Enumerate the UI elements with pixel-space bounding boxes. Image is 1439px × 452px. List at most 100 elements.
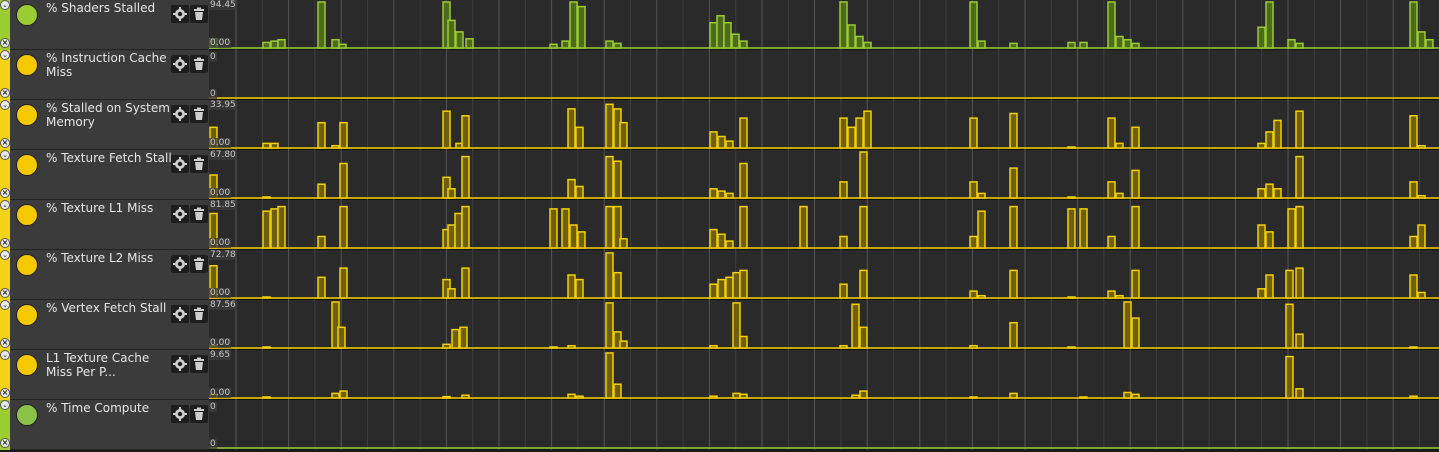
gear-icon xyxy=(173,407,187,421)
series-bar xyxy=(331,144,340,149)
series-bar xyxy=(1295,267,1304,299)
settings-button[interactable] xyxy=(171,255,189,273)
counter-graph[interactable]: 87.56 0.00 xyxy=(209,300,1439,350)
delete-button[interactable] xyxy=(190,305,208,323)
series-bar xyxy=(339,390,348,399)
counter-graph[interactable]: 33.95 0.00 xyxy=(209,100,1439,150)
counter-graph[interactable]: 67.80 0.00 xyxy=(209,150,1439,200)
series-bar xyxy=(1131,205,1140,249)
remove-icon[interactable]: × xyxy=(0,288,10,298)
counter-color-dot[interactable] xyxy=(16,204,38,226)
series-bar xyxy=(442,176,451,199)
series-bar xyxy=(1417,144,1426,149)
series-bar xyxy=(1295,333,1304,349)
series-bar xyxy=(1115,192,1124,199)
graph-plot xyxy=(209,50,1439,100)
delete-button[interactable] xyxy=(190,105,208,123)
collapse-icon[interactable]: ⌄ xyxy=(0,50,10,60)
counter-color-dot[interactable] xyxy=(16,254,38,276)
series-bar xyxy=(337,326,346,349)
delete-button[interactable] xyxy=(190,255,208,273)
graph-max-label: 0 xyxy=(209,52,217,62)
counter-graph[interactable]: 0 0 xyxy=(209,400,1439,450)
settings-button[interactable] xyxy=(171,5,189,23)
series-bar xyxy=(605,252,614,299)
graph-plot xyxy=(209,100,1439,150)
collapse-icon[interactable]: ⌄ xyxy=(0,350,10,360)
series-bar xyxy=(1409,395,1418,399)
counter-graph[interactable]: 9.65 0.00 xyxy=(209,350,1439,400)
counter-color-dot[interactable] xyxy=(16,404,38,426)
series-bar xyxy=(613,160,622,199)
graph-plot xyxy=(209,350,1439,400)
series-bar xyxy=(339,205,348,249)
delete-button[interactable] xyxy=(190,155,208,173)
series-bar xyxy=(732,302,741,349)
delete-button[interactable] xyxy=(190,205,208,223)
remove-icon[interactable]: × xyxy=(0,138,10,148)
settings-button[interactable] xyxy=(171,405,189,423)
settings-button[interactable] xyxy=(171,105,189,123)
remove-icon[interactable]: × xyxy=(0,238,10,248)
counter-color-dot[interactable] xyxy=(16,104,38,126)
series-bar xyxy=(317,276,326,299)
collapse-icon[interactable]: ⌄ xyxy=(0,0,10,10)
collapse-icon[interactable]: ⌄ xyxy=(0,400,10,410)
settings-button[interactable] xyxy=(171,305,189,323)
series-bar xyxy=(855,117,864,149)
delete-button[interactable] xyxy=(190,55,208,73)
settings-button[interactable] xyxy=(171,355,189,373)
collapse-icon[interactable]: ⌄ xyxy=(0,150,10,160)
counter-color-dot[interactable] xyxy=(16,154,38,176)
counter-graph[interactable]: 81.85 0.00 xyxy=(209,200,1439,250)
collapse-icon[interactable]: ⌄ xyxy=(0,200,10,210)
remove-icon[interactable]: × xyxy=(0,188,10,198)
settings-button[interactable] xyxy=(171,55,189,73)
delete-button[interactable] xyxy=(190,405,208,423)
remove-icon[interactable]: × xyxy=(0,38,10,48)
row-color-strip xyxy=(0,250,10,300)
remove-icon[interactable]: × xyxy=(0,388,10,398)
counter-graph[interactable]: 94.45 0.00 xyxy=(209,0,1439,50)
counter-name: % Texture L2 Miss xyxy=(46,251,154,265)
series-bar xyxy=(709,283,718,299)
counter-color-dot[interactable] xyxy=(16,304,38,326)
series-bar xyxy=(839,283,848,299)
settings-button[interactable] xyxy=(171,155,189,173)
series-bar xyxy=(717,135,726,149)
counter-label-panel: % Time Compute xyxy=(10,400,209,450)
series-bar xyxy=(732,271,741,299)
remove-icon[interactable]: × xyxy=(0,438,10,448)
counter-color-dot[interactable] xyxy=(16,54,38,76)
series-bar xyxy=(1115,35,1124,49)
counter-row-vertex-fetch-stall: ⌄ × % Vertex Fetch Stall 87.56 0.00 xyxy=(0,300,1439,350)
series-bar xyxy=(454,212,463,249)
series-bar xyxy=(605,155,614,199)
row-color-strip xyxy=(0,350,10,400)
trash-icon xyxy=(194,107,204,120)
settings-button[interactable] xyxy=(171,205,189,223)
series-bar xyxy=(575,185,584,199)
graph-max-label: 81.85 xyxy=(209,200,237,210)
series-bar xyxy=(209,265,218,299)
counter-color-dot[interactable] xyxy=(16,354,38,376)
series-bar xyxy=(839,117,848,149)
counter-color-dot[interactable] xyxy=(16,4,38,26)
series-bar xyxy=(339,267,348,299)
remove-icon[interactable]: × xyxy=(0,338,10,348)
counter-graph[interactable]: 0 0 xyxy=(209,50,1439,100)
delete-button[interactable] xyxy=(190,5,208,23)
series-bar xyxy=(331,392,340,399)
remove-icon[interactable]: × xyxy=(0,88,10,98)
delete-button[interactable] xyxy=(190,355,208,373)
graph-max-label: 33.95 xyxy=(209,100,237,110)
series-bar xyxy=(717,190,726,199)
collapse-icon[interactable]: ⌄ xyxy=(0,250,10,260)
series-bar xyxy=(1417,194,1426,199)
series-bar xyxy=(1131,269,1140,299)
collapse-icon[interactable]: ⌄ xyxy=(0,300,10,310)
collapse-icon[interactable]: ⌄ xyxy=(0,100,10,110)
series-bar xyxy=(262,142,271,149)
counter-graph[interactable]: 72.78 0.00 xyxy=(209,250,1439,300)
graph-max-label: 67.80 xyxy=(209,150,237,160)
